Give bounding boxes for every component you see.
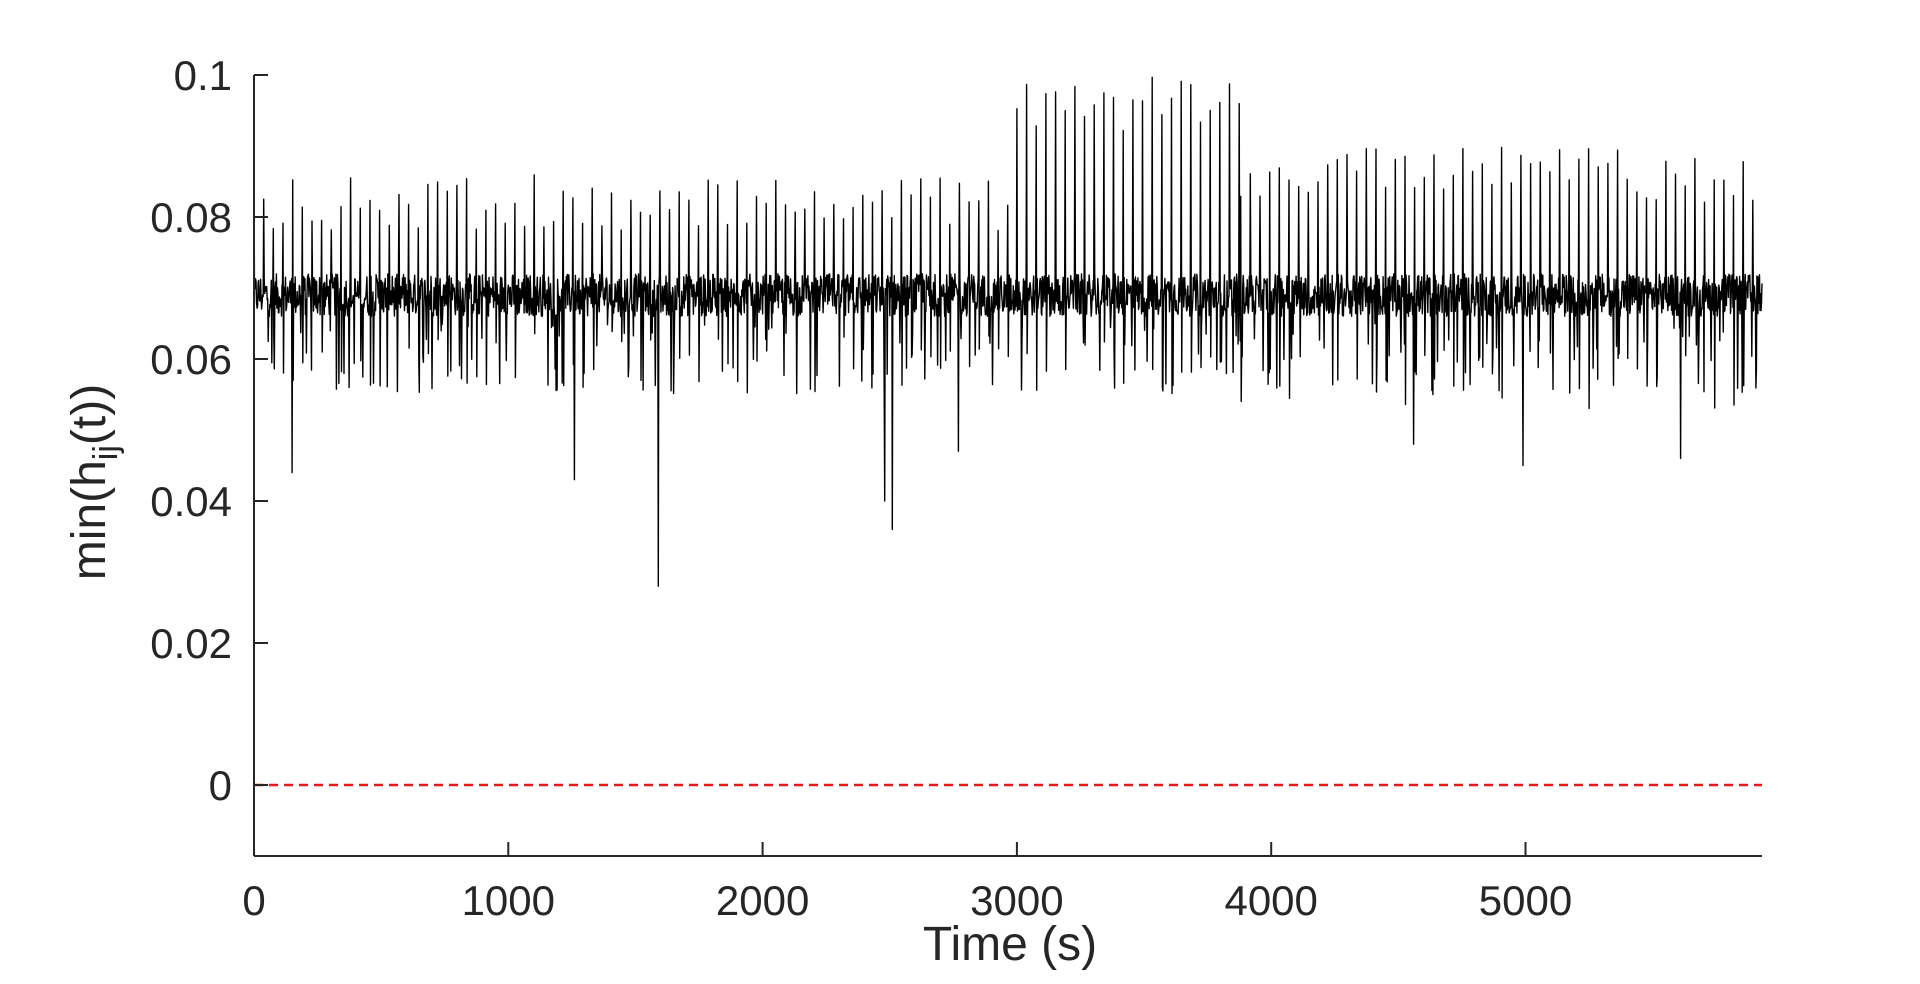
y-tick-label: 0.04 xyxy=(150,478,232,525)
x-tick-label: 5000 xyxy=(1479,877,1572,924)
y-axis-label-suffix: (t)) xyxy=(63,384,116,445)
y-tick-label: 0 xyxy=(209,762,232,809)
y-tick-label: 0.06 xyxy=(150,336,232,383)
x-tick-label: 2000 xyxy=(716,877,809,924)
y-tick-label: 0.1 xyxy=(174,52,232,99)
series-line-min-hij xyxy=(253,76,1763,587)
y-axis-label-prefix: min(h xyxy=(63,460,116,580)
y-axis-label-subscript: ij xyxy=(87,445,125,460)
y-axis-label: min(hij(t)) xyxy=(63,384,125,580)
x-tick-label: 0 xyxy=(242,877,265,924)
x-axis-label: Time (s) xyxy=(923,918,1097,971)
y-tick-label: 0.08 xyxy=(150,194,232,241)
y-tick-label: 0.02 xyxy=(150,620,232,667)
x-tick-label: 1000 xyxy=(462,877,555,924)
x-tick-label: 4000 xyxy=(1224,877,1317,924)
axes: 0 1000 2000 3000 4000 5000 0 0.02 0.04 0.06 0.08 0.… xyxy=(150,52,1762,924)
plot-area xyxy=(253,76,1763,787)
x-tick-label: 3000 xyxy=(970,877,1063,924)
